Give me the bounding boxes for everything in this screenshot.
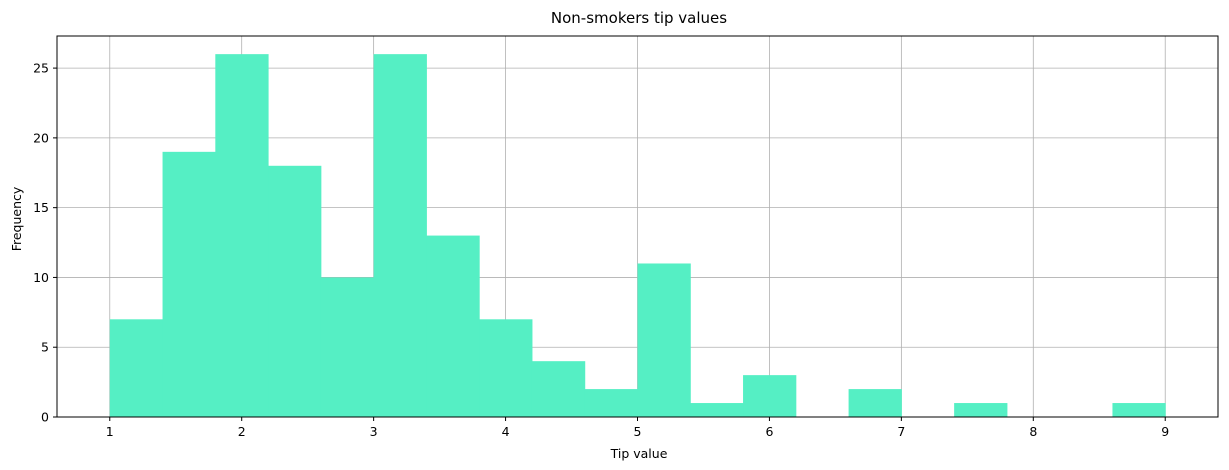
- histogram-bar: [479, 319, 533, 417]
- histogram-bar: [531, 361, 586, 417]
- y-axis-ticks: 0 5 10 15 20 25: [33, 61, 57, 425]
- y-tick-label: 10: [33, 270, 49, 285]
- y-axis-label: Frequency: [9, 186, 24, 251]
- histogram-bar: [162, 151, 216, 418]
- histogram-bars: [109, 54, 1166, 418]
- histogram-bar: [743, 375, 797, 417]
- y-tick-label: 0: [41, 410, 49, 425]
- x-tick-label: 9: [1161, 424, 1169, 439]
- y-tick-label: 25: [33, 61, 49, 76]
- y-tick-label: 20: [33, 130, 49, 145]
- x-tick-label: 3: [370, 424, 378, 439]
- chart-title: Non-smokers tip values: [551, 9, 727, 27]
- x-axis-label: Tip value: [610, 446, 668, 461]
- y-tick-label: 5: [41, 340, 49, 355]
- x-axis-ticks: 1 2 3 4 5 6 7 8 9: [106, 417, 1169, 439]
- histogram-bar: [848, 389, 902, 417]
- histogram-bar: [426, 235, 480, 417]
- histogram-bar: [109, 319, 164, 417]
- y-tick-label: 15: [33, 200, 49, 215]
- histogram-bar: [954, 403, 1008, 417]
- x-tick-label: 5: [634, 424, 642, 439]
- histogram-bar: [215, 54, 269, 418]
- x-tick-label: 4: [502, 424, 510, 439]
- histogram-bar: [637, 263, 691, 417]
- histogram-bar: [268, 165, 322, 417]
- histogram-bar: [584, 389, 638, 417]
- histogram-bar: [1112, 403, 1166, 417]
- histogram-bar: [690, 403, 744, 417]
- histogram-bar: [373, 54, 427, 418]
- x-tick-label: 8: [1029, 424, 1037, 439]
- x-tick-label: 6: [765, 424, 773, 439]
- x-tick-label: 1: [106, 424, 114, 439]
- x-tick-label: 7: [897, 424, 905, 439]
- histogram-bar: [320, 277, 375, 417]
- x-tick-label: 2: [238, 424, 246, 439]
